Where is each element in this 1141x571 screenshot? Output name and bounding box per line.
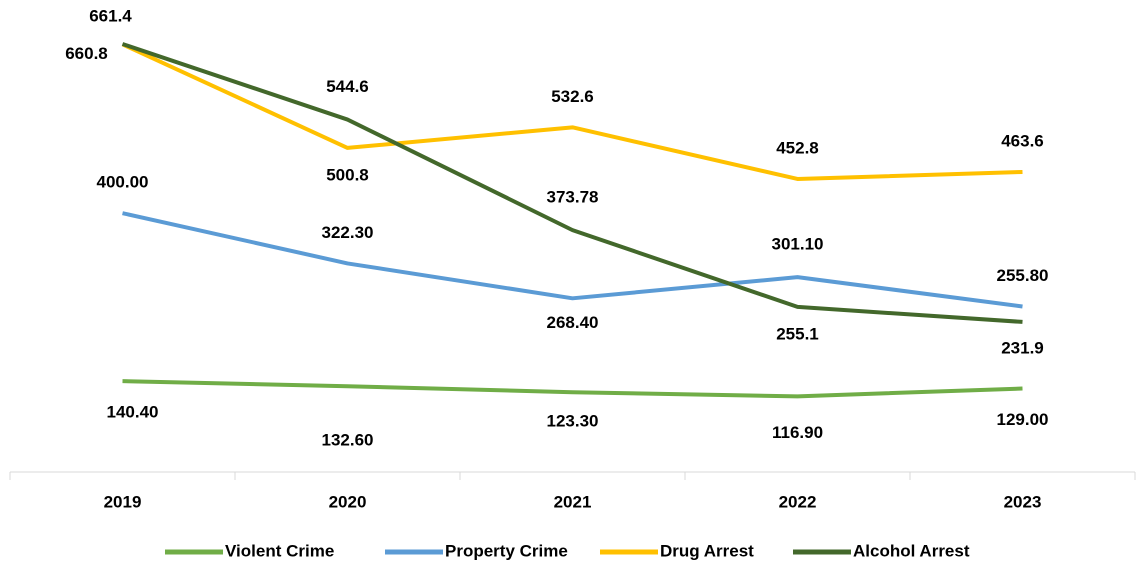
data-label: 301.10 <box>772 235 824 254</box>
data-label: 255.1 <box>776 324 819 343</box>
data-label: 452.8 <box>776 138 819 157</box>
data-label: 231.9 <box>1001 338 1044 357</box>
legend-label: Alcohol Arrest <box>853 541 970 560</box>
data-label: 123.30 <box>547 412 599 431</box>
legend-label: Violent Crime <box>225 541 334 560</box>
data-label: 116.90 <box>772 423 823 442</box>
data-label: 140.40 <box>107 403 159 422</box>
legend-label: Property Crime <box>445 541 568 560</box>
x-tick-label: 2022 <box>779 492 817 511</box>
data-label: 373.78 <box>547 188 599 207</box>
x-tick-label: 2021 <box>554 492 592 511</box>
series-line <box>122 379 1023 399</box>
data-label: 544.6 <box>326 77 369 96</box>
data-label: 661.4 <box>89 6 132 25</box>
series-line <box>121 42 1023 181</box>
data-label: 268.40 <box>547 313 599 332</box>
x-tick-label: 2019 <box>104 492 142 511</box>
data-label: 400.00 <box>97 173 149 192</box>
data-label: 463.6 <box>1001 131 1044 150</box>
data-label: 322.30 <box>322 223 374 242</box>
series-line <box>121 42 1023 324</box>
data-label: 500.8 <box>326 165 369 184</box>
data-label: 660.8 <box>65 44 108 63</box>
legend-label: Drug Arrest <box>660 541 754 560</box>
series-line <box>122 211 1023 309</box>
data-label: 132.60 <box>322 431 374 450</box>
x-tick-label: 2023 <box>1004 492 1042 511</box>
x-tick-label: 2020 <box>329 492 367 511</box>
data-label: 255.80 <box>997 266 1049 285</box>
data-label: 129.00 <box>997 410 1049 429</box>
data-label: 532.6 <box>551 87 594 106</box>
